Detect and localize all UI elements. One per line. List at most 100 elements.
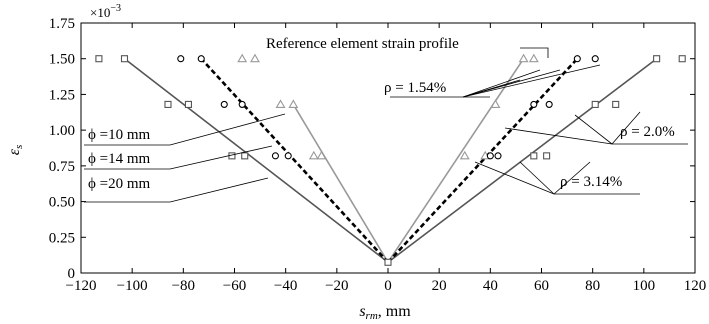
series-line-phi-14-right bbox=[387, 58, 525, 263]
data-point-phi-10-right bbox=[653, 55, 661, 63]
data-point-phi-14-left bbox=[288, 99, 299, 108]
axis-multiplier-base: ×10 bbox=[90, 5, 110, 20]
data-point-phi-20-right bbox=[591, 55, 599, 63]
data-point-phi-20-left bbox=[197, 55, 205, 63]
x-tick-label: −120 bbox=[66, 278, 97, 294]
data-point-phi-14-left bbox=[275, 99, 286, 108]
data-point-phi-14-left bbox=[250, 53, 260, 63]
series-line-phi-20-left bbox=[200, 57, 389, 264]
data-point-phi-20-right bbox=[486, 152, 494, 160]
annotation-phi-10: ϕ =10 mm bbox=[84, 113, 286, 146]
data-point-phi-14-right bbox=[528, 53, 539, 63]
data-point-phi-10-left bbox=[95, 55, 103, 63]
series-line-phi-14-left bbox=[292, 104, 389, 263]
rho-154-arrow-4 bbox=[462, 79, 521, 98]
x-tick-label: 120 bbox=[684, 278, 707, 294]
x-tick-label: 100 bbox=[633, 278, 656, 294]
y-tick-label: 1.25 bbox=[49, 87, 75, 103]
x-axis-label-unit: , mm bbox=[378, 303, 411, 320]
y-axis-label-sub: s bbox=[13, 145, 25, 149]
phi-20-arrow bbox=[169, 177, 269, 203]
axis-multiplier-exp: −3 bbox=[110, 3, 121, 14]
data-point-phi-10-left bbox=[120, 55, 129, 63]
annotation-rho-20: ρ = 2.0% bbox=[504, 111, 688, 145]
data-point-phi-20-right bbox=[545, 100, 553, 108]
x-tick-label: −20 bbox=[325, 278, 348, 294]
data-point-phi-10-left bbox=[164, 100, 172, 108]
data-point-phi-14-right bbox=[459, 150, 470, 160]
x-axis-label-sub: rm bbox=[366, 310, 378, 322]
plot-area: −120 −100 −80 −60 −40 −20 0 20 40 60 80 100 120 0 0.25… bbox=[49, 16, 707, 294]
data-point-phi-20-left bbox=[271, 152, 279, 160]
phi-14-arrow bbox=[169, 145, 273, 170]
rho-20-arrow-3 bbox=[611, 111, 641, 145]
axis-multiplier: ×10−3 bbox=[90, 3, 121, 20]
data-point-phi-20-left bbox=[177, 55, 185, 63]
phi-10-label: ϕ =10 mm bbox=[88, 127, 151, 143]
data-point-phi-20-left bbox=[238, 100, 246, 108]
x-tick-label: 0 bbox=[384, 278, 392, 294]
reference-leader-line bbox=[520, 47, 549, 58]
x-tick-label: −100 bbox=[117, 278, 148, 294]
rho-314-arrow-1 bbox=[474, 161, 555, 195]
y-axis-label: εs bbox=[6, 145, 25, 156]
data-point-phi-14-right bbox=[518, 53, 529, 63]
data-point-phi-10-right bbox=[543, 152, 551, 160]
series-line-phi-10-left bbox=[124, 58, 389, 263]
annotation-rho-154: ρ = 1.54% bbox=[384, 64, 601, 98]
y-tick-label: 0 bbox=[68, 266, 76, 282]
rho-154-arrow-1 bbox=[462, 69, 541, 98]
phi-10-arrow bbox=[169, 113, 286, 146]
rho-20-label: ρ = 2.0% bbox=[620, 124, 675, 140]
rho-314-arrow-2 bbox=[519, 161, 555, 195]
x-axis-label-main: s bbox=[359, 303, 365, 320]
data-point-phi-10-left bbox=[241, 152, 249, 160]
data-point-phi-20-right bbox=[494, 152, 502, 160]
data-point-apex bbox=[384, 258, 392, 266]
y-tick-label: 1.75 bbox=[49, 16, 75, 32]
data-point-phi-20-left bbox=[284, 152, 292, 160]
plot-frame bbox=[80, 22, 696, 274]
annotation-phi-14: ϕ =14 mm bbox=[84, 145, 273, 170]
phi-20-label: ϕ =20 mm bbox=[88, 176, 151, 192]
series-line-phi-10-right bbox=[387, 58, 658, 263]
data-point-phi-20-right bbox=[530, 100, 538, 108]
x-tick-label: 20 bbox=[432, 278, 447, 294]
data-point-phi-10-right bbox=[530, 152, 538, 160]
data-point-phi-14-left bbox=[316, 150, 327, 160]
data-point-phi-14-left bbox=[237, 53, 248, 63]
phi-14-label: ϕ =14 mm bbox=[88, 151, 151, 167]
rho-154-label: ρ = 1.54% bbox=[384, 80, 446, 96]
x-tick-label: −80 bbox=[172, 278, 195, 294]
x-tick-label: 60 bbox=[534, 278, 549, 294]
x-tick-label: −40 bbox=[274, 278, 297, 294]
y-tick-label: 1.00 bbox=[49, 123, 75, 139]
annotation-reference: Reference element strain profile bbox=[266, 36, 549, 58]
annotation-phi-20: ϕ =20 mm bbox=[84, 176, 269, 203]
data-point-phi-10-right bbox=[612, 100, 620, 108]
rho-20-arrow-2 bbox=[574, 114, 613, 145]
rho-154-arrow-3 bbox=[462, 64, 601, 98]
y-axis-label-main: ε bbox=[6, 148, 23, 155]
data-point-phi-20-right bbox=[573, 55, 581, 63]
y-tick-label: 0.25 bbox=[49, 230, 75, 246]
y-tick-label: 0.50 bbox=[49, 195, 75, 211]
rho-314-label: ρ = 3.14% bbox=[560, 174, 622, 190]
y-tick-label: 1.50 bbox=[49, 52, 75, 68]
rho-314-arrow-3 bbox=[553, 161, 591, 195]
x-tick-label: 80 bbox=[585, 278, 600, 294]
data-point-phi-10-left bbox=[184, 100, 192, 108]
reference-label: Reference element strain profile bbox=[266, 36, 459, 52]
x-tick-label: −60 bbox=[223, 278, 246, 294]
y-tick-label: 0.75 bbox=[49, 159, 75, 175]
data-point-phi-14-left bbox=[308, 150, 319, 160]
data-point-phi-14-right bbox=[490, 99, 501, 108]
x-tick-label: 40 bbox=[483, 278, 498, 294]
annotation-rho-314: ρ = 3.14% bbox=[474, 161, 640, 195]
data-point-phi-20-left bbox=[220, 100, 228, 108]
data-point-phi-10-right bbox=[591, 100, 599, 108]
data-point-phi-10-right bbox=[678, 55, 686, 63]
series-line-phi-20-right bbox=[387, 57, 579, 264]
x-axis-label: srm, mm bbox=[359, 303, 411, 322]
